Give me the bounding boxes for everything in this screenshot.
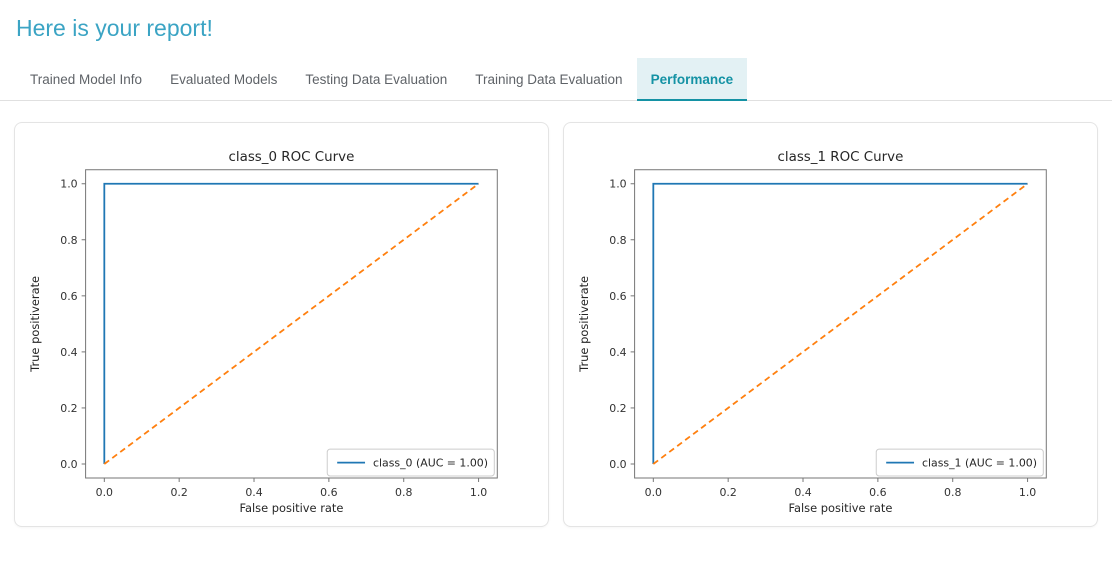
y-tick-label: 0.0: [609, 458, 626, 471]
tab-trained-model-info[interactable]: Trained Model Info: [30, 72, 143, 87]
tab-training-data-evaluation[interactable]: Training Data Evaluation: [475, 72, 623, 87]
y-tick-label: 0.6: [60, 290, 77, 303]
legend-box: [875, 448, 1044, 477]
x-tick-label: 0.8: [395, 486, 412, 499]
y-axis-label: True positiverate: [577, 276, 591, 373]
chart-cards-row: class_0 ROC Curve 0.0 0.2 0.4 0.6 0.8 1.0 0.0 0.…: [0, 101, 1112, 527]
chart-title: class_0 ROC Curve: [229, 150, 355, 165]
x-tick-label: 1.0: [470, 486, 487, 499]
roc-chart-card-class-1: class_1 ROC Curve 0.0 0.2 0.4 0.6 0.8 1.0 0.0 0.…: [563, 122, 1098, 527]
y-tick-label: 0.2: [60, 402, 77, 415]
tab-evaluated-models[interactable]: Evaluated Models: [170, 72, 278, 87]
axes-frame: [634, 169, 1047, 479]
roc-chart-class-1: class_1 ROC Curve 0.0 0.2 0.4 0.6 0.8 1.0 0.0 0.…: [577, 150, 1047, 515]
x-tick-label: 0.6: [320, 486, 337, 499]
axes-frame: [85, 169, 498, 479]
y-tick-label: 0.2: [609, 402, 626, 415]
y-tick-label: 0.4: [609, 346, 626, 359]
chance-diagonal-line: [103, 183, 480, 465]
x-tick-label: 0.4: [245, 486, 262, 499]
x-tick-label: 0.6: [869, 486, 886, 499]
y-tick-label: 1.0: [60, 178, 77, 191]
legend-box: [326, 448, 495, 477]
x-tick-label: 0.8: [944, 486, 961, 499]
roc-chart-card-class-0: class_0 ROC Curve 0.0 0.2 0.4 0.6 0.8 1.0 0.0 0.…: [14, 122, 549, 527]
x-tick-label: 0.0: [96, 486, 113, 499]
y-tick-label: 0.8: [60, 234, 77, 247]
y-tick-label: 0.8: [609, 234, 626, 247]
x-tick-label: 1.0: [1019, 486, 1036, 499]
chart-title: class_1 ROC Curve: [778, 150, 904, 165]
y-tick-label: 1.0: [609, 178, 626, 191]
legend-label: class_1 (AUC = 1.00): [922, 457, 1037, 470]
y-tick-label: 0.6: [609, 290, 626, 303]
x-tick-label: 0.4: [794, 486, 811, 499]
x-axis-label: False positive rate: [788, 501, 892, 515]
roc-chart-class-0: class_0 ROC Curve 0.0 0.2 0.4 0.6 0.8 1.0 0.0 0.…: [28, 150, 498, 515]
x-tick-label: 0.0: [645, 486, 662, 499]
chance-diagonal-line: [652, 183, 1029, 465]
tab-bar: Trained Model Info Evaluated Models Testin…: [0, 58, 1112, 101]
x-tick-label: 0.2: [170, 486, 187, 499]
tab-performance[interactable]: Performance: [636, 58, 748, 101]
roc-curve-line: [652, 182, 1028, 464]
y-tick-label: 0.0: [60, 458, 77, 471]
legend-label: class_0 (AUC = 1.00): [373, 457, 488, 470]
x-axis-label: False positive rate: [239, 501, 343, 515]
tab-testing-data-evaluation[interactable]: Testing Data Evaluation: [305, 72, 448, 87]
y-tick-label: 0.4: [60, 346, 77, 359]
y-axis-label: True positiverate: [28, 276, 42, 373]
page-title: Here is your report!: [16, 15, 213, 41]
report-page: Here is your report! Trained Model Info E…: [0, 14, 1112, 527]
roc-curve-line: [103, 182, 479, 464]
x-tick-label: 0.2: [719, 486, 736, 499]
